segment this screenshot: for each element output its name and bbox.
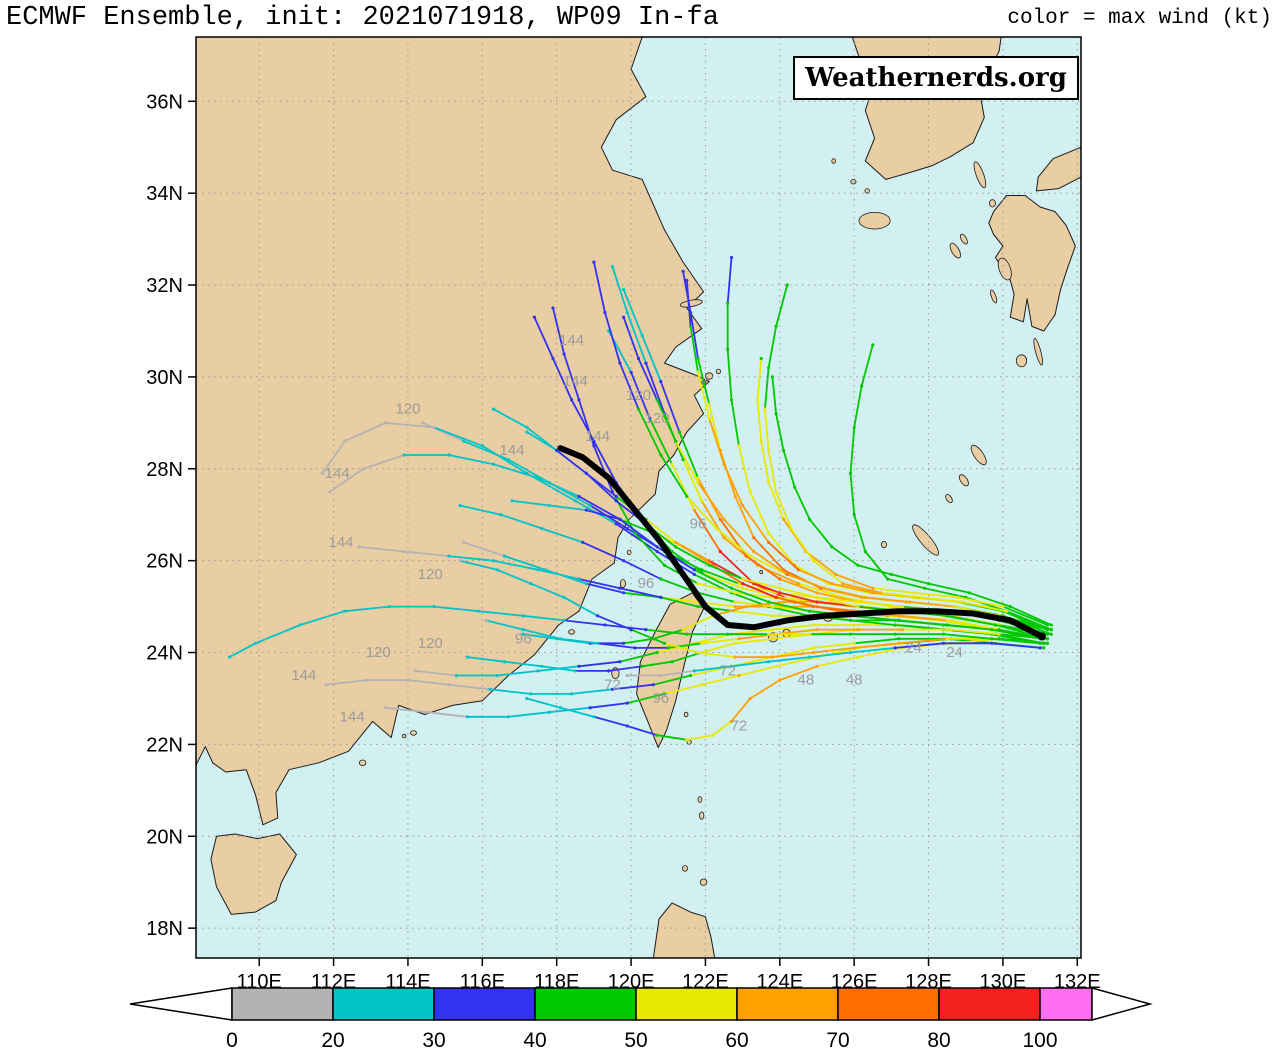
svg-text:72: 72 bbox=[604, 676, 621, 693]
svg-text:28N: 28N bbox=[146, 459, 183, 481]
svg-text:96: 96 bbox=[690, 516, 707, 533]
svg-text:80: 80 bbox=[927, 1029, 950, 1052]
svg-text:0: 0 bbox=[226, 1029, 238, 1052]
svg-text:30N: 30N bbox=[146, 367, 183, 389]
svg-text:120: 120 bbox=[395, 401, 420, 418]
colorbar-caption: color = max wind (kt) bbox=[1007, 7, 1272, 30]
svg-text:20N: 20N bbox=[146, 826, 183, 848]
svg-text:120: 120 bbox=[366, 644, 391, 661]
svg-text:120: 120 bbox=[418, 566, 443, 583]
svg-text:24: 24 bbox=[905, 640, 922, 657]
svg-text:48: 48 bbox=[846, 672, 863, 689]
forecast-hour-labels: 144 144 144 144 144 144 144 144 120 120 120 120 120 1… bbox=[291, 332, 963, 735]
svg-text:32N: 32N bbox=[146, 275, 183, 297]
wind-colorbar: 0 20 30 40 50 60 70 80 100 bbox=[129, 987, 1153, 1052]
svg-text:144: 144 bbox=[500, 442, 525, 459]
watermark-box: Weathernerds.org bbox=[793, 56, 1079, 100]
svg-text:26N: 26N bbox=[146, 551, 183, 573]
svg-text:144: 144 bbox=[585, 428, 610, 445]
svg-text:96: 96 bbox=[652, 690, 669, 707]
svg-text:24N: 24N bbox=[146, 643, 183, 665]
svg-text:20: 20 bbox=[321, 1029, 344, 1052]
svg-text:72: 72 bbox=[731, 718, 748, 735]
plot-border bbox=[195, 36, 1082, 959]
svg-text:30: 30 bbox=[422, 1029, 445, 1052]
svg-text:72: 72 bbox=[719, 662, 736, 679]
svg-text:40: 40 bbox=[523, 1029, 546, 1052]
svg-text:144: 144 bbox=[563, 373, 588, 390]
svg-text:96: 96 bbox=[638, 575, 655, 592]
title-bar: ECMWF Ensemble, init: 2021071918, WP09 I… bbox=[0, 0, 1278, 34]
svg-text:50: 50 bbox=[624, 1029, 647, 1052]
svg-text:144: 144 bbox=[559, 332, 584, 349]
svg-text:144: 144 bbox=[325, 465, 350, 482]
svg-text:120: 120 bbox=[626, 387, 651, 404]
svg-text:120: 120 bbox=[645, 410, 670, 427]
svg-text:24: 24 bbox=[946, 644, 963, 661]
svg-text:144: 144 bbox=[291, 667, 316, 684]
svg-text:70: 70 bbox=[826, 1029, 849, 1052]
svg-text:120: 120 bbox=[418, 635, 443, 652]
svg-text:96: 96 bbox=[515, 630, 532, 647]
ensemble-tracks bbox=[227, 255, 1053, 742]
svg-text:36N: 36N bbox=[146, 91, 183, 113]
mean-track bbox=[557, 445, 1046, 641]
svg-text:60: 60 bbox=[725, 1029, 748, 1052]
svg-text:48: 48 bbox=[797, 672, 814, 689]
page-title: ECMWF Ensemble, init: 2021071918, WP09 I… bbox=[6, 3, 719, 33]
svg-text:144: 144 bbox=[329, 534, 354, 551]
svg-text:34N: 34N bbox=[146, 183, 183, 205]
init-position-marker bbox=[1037, 632, 1046, 641]
svg-text:100: 100 bbox=[1022, 1029, 1057, 1052]
svg-text:22N: 22N bbox=[146, 734, 183, 756]
svg-text:144: 144 bbox=[340, 708, 365, 725]
svg-text:18N: 18N bbox=[146, 918, 183, 940]
